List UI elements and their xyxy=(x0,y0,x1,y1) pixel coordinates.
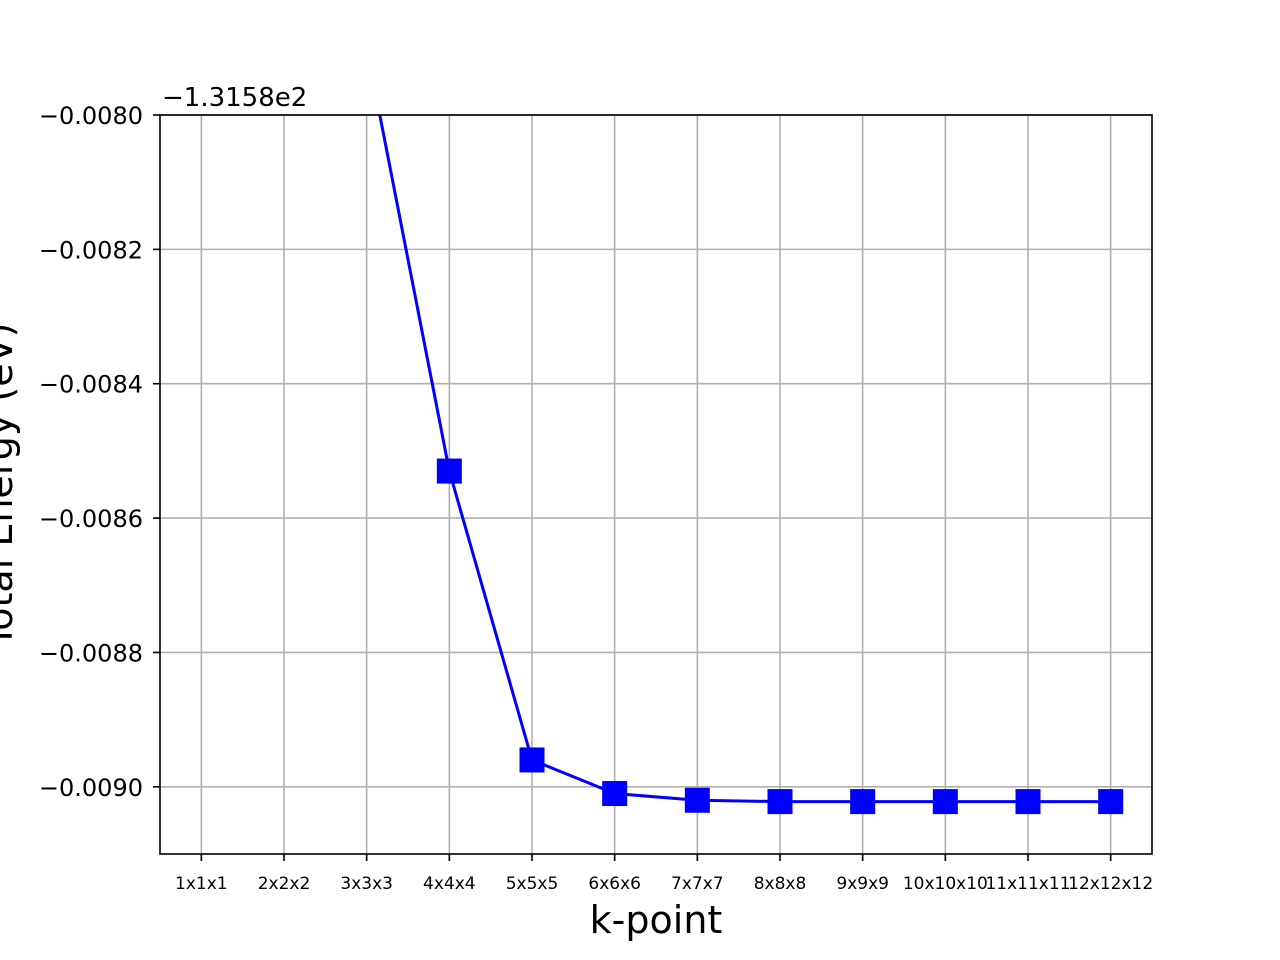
y-tick-label: −0.0090 xyxy=(39,774,143,802)
grid-lines xyxy=(160,114,1152,854)
x-tick-label: 5x5x5 xyxy=(506,874,559,894)
x-tick-label: 9x9x9 xyxy=(836,874,889,894)
x-tick-label: 11x11x11 xyxy=(985,874,1070,894)
data-point-9x9x9 xyxy=(850,789,876,815)
data-point-4x4x4 xyxy=(436,458,462,484)
data-point-5x5x5 xyxy=(519,747,545,773)
data-point-11x11x11 xyxy=(1015,789,1041,815)
series-line xyxy=(378,115,1111,804)
x-tick-label: 6x6x6 xyxy=(588,874,641,894)
x-tick-label: 3x3x3 xyxy=(340,874,393,894)
x-axis-label: k-point xyxy=(590,898,723,942)
plot-frame xyxy=(159,114,1153,855)
y-axis-label: Total Energy (eV) xyxy=(0,323,21,649)
x-tick-label: 10x10x10 xyxy=(903,874,988,894)
x-tick-label: 1x1x1 xyxy=(175,874,228,894)
y-tick-label: −0.0086 xyxy=(39,505,143,533)
y-offset-label: −1.3158e2 xyxy=(162,83,307,113)
data-point-8x8x8 xyxy=(767,789,793,815)
x-tick-label: 12x12x12 xyxy=(1068,874,1153,894)
x-tick-label: 4x4x4 xyxy=(423,874,476,894)
x-tick-label: 7x7x7 xyxy=(671,874,724,894)
data-point-6x6x6 xyxy=(602,781,628,807)
data-point-12x12x12 xyxy=(1098,789,1124,815)
x-tick-label: 8x8x8 xyxy=(754,874,807,894)
y-tick-label: −0.0080 xyxy=(39,102,143,130)
y-tick-label: −0.0088 xyxy=(39,639,143,667)
data-point-10x10x10 xyxy=(932,789,958,815)
y-tick-label: −0.0082 xyxy=(39,236,143,264)
x-axis-ticks: 1x1x1 2x2x2 3x3x3 4x4x4 5x5x5 6x6x6 7x7x7 8x8x8… xyxy=(175,854,1153,894)
x-tick-label: 2x2x2 xyxy=(258,874,311,894)
series-layer xyxy=(378,115,1124,815)
data-point-7x7x7 xyxy=(684,787,710,813)
y-axis-ticks: −0.0080 −0.0082 −0.0084 −0.0086 −0.0088 −0.00… xyxy=(39,102,160,802)
y-tick-label: −0.0084 xyxy=(39,371,143,399)
